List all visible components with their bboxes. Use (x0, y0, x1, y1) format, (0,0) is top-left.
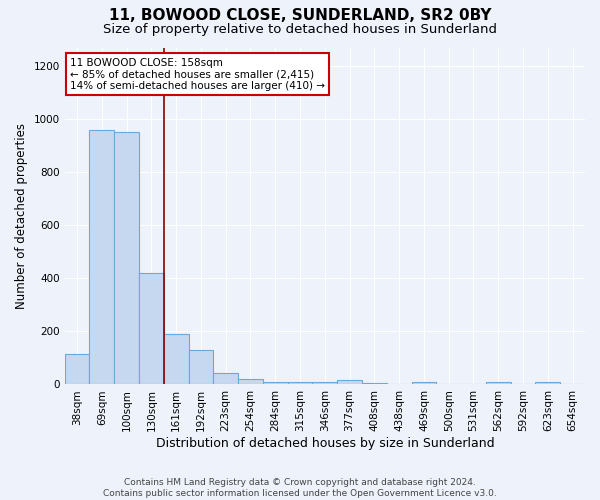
Text: 11, BOWOOD CLOSE, SUNDERLAND, SR2 0BY: 11, BOWOOD CLOSE, SUNDERLAND, SR2 0BY (109, 8, 491, 22)
Bar (114, 132, 139, 384)
Bar (263, 382, 287, 384)
Y-axis label: Number of detached properties: Number of detached properties (15, 123, 28, 309)
Bar (65, 354, 89, 384)
Bar (188, 350, 214, 384)
Bar (486, 382, 511, 384)
Text: Size of property relative to detached houses in Sunderland: Size of property relative to detached ho… (103, 22, 497, 36)
Bar (164, 334, 188, 384)
Bar (287, 382, 313, 384)
Text: Contains HM Land Registry data © Crown copyright and database right 2024.
Contai: Contains HM Land Registry data © Crown c… (103, 478, 497, 498)
Bar (412, 382, 436, 384)
Bar (139, 273, 164, 384)
Text: 11 BOWOOD CLOSE: 158sqm
← 85% of detached houses are smaller (2,415)
14% of semi: 11 BOWOOD CLOSE: 158sqm ← 85% of detache… (70, 58, 325, 91)
Bar (238, 379, 263, 384)
X-axis label: Distribution of detached houses by size in Sunderland: Distribution of detached houses by size … (155, 437, 494, 450)
Bar (362, 383, 387, 384)
Bar (535, 382, 560, 384)
Bar (313, 382, 337, 384)
Bar (89, 130, 114, 384)
Bar (337, 380, 362, 384)
Bar (214, 372, 238, 384)
